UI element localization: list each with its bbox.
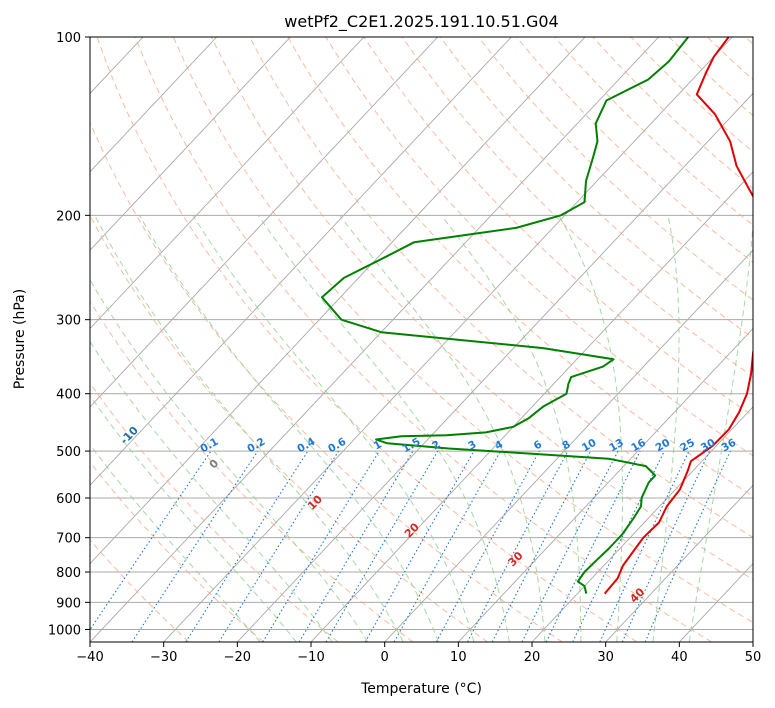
mixing-ratio-line — [621, 450, 711, 642]
x-tick-label: 50 — [745, 650, 762, 665]
x-axis-label: Temperature (°C) — [360, 681, 482, 697]
dry-adiabat-line — [96, 37, 638, 642]
x-tick-label: 0 — [381, 650, 389, 665]
dry-adiabat-line — [211, 37, 753, 581]
dry-adiabat-line — [90, 461, 264, 642]
isotherm-line — [90, 37, 439, 408]
mixing-ratio-line — [435, 450, 540, 642]
mixing-ratio-line — [90, 450, 212, 631]
y-tick-label: 200 — [56, 209, 81, 224]
dry-adiabat-line — [90, 121, 563, 642]
mixing-ratio-line — [545, 450, 641, 642]
moist-adiabat-line — [688, 219, 753, 642]
x-tick-label: 10 — [450, 650, 467, 665]
y-tick-label: 500 — [56, 445, 81, 460]
isotherm-line — [605, 484, 753, 642]
x-tick-label: 40 — [671, 650, 688, 665]
isotherm-line — [237, 92, 753, 642]
moist-adiabat-line — [339, 215, 546, 642]
dry-adiabat-line — [477, 37, 753, 301]
y-tick-label: 900 — [56, 596, 81, 611]
isotherm-line — [531, 406, 753, 642]
plot-frame — [89, 36, 754, 643]
x-tick-label: −20 — [224, 650, 251, 665]
dry-adiabat-line — [90, 539, 190, 642]
chart-title: wetPf2_C2E1.2025.191.10.51.G04 — [284, 12, 558, 32]
moist-adiabat-line — [558, 215, 623, 642]
isotherm-line — [310, 171, 753, 642]
y-tick-label: 700 — [56, 532, 81, 547]
isotherm-line — [90, 37, 586, 565]
dewpoint-profile-line — [321, 37, 689, 594]
x-tick-label: −30 — [150, 650, 177, 665]
dry-adiabat-line — [134, 37, 713, 642]
x-tick-label: 30 — [597, 650, 614, 665]
mixing-ratio-line — [131, 450, 259, 642]
isotherm-line — [90, 37, 365, 330]
mixing-ratio-line — [393, 450, 502, 642]
mixing-ratio-line — [644, 450, 731, 642]
y-tick-label: 100 — [56, 31, 81, 46]
isotherm-line — [90, 37, 660, 642]
moist-adiabat-line — [440, 215, 582, 642]
moist-adiabat-line — [90, 340, 333, 642]
moist-adiabat-line — [192, 215, 475, 642]
x-tick-label: 20 — [524, 650, 541, 665]
isotherm-line — [384, 249, 753, 642]
temperature-profile-line — [603, 37, 753, 595]
y-tick-label: 600 — [56, 492, 81, 507]
moist-adiabat-line — [94, 215, 404, 642]
y-axis-label: Pressure (hPa) — [12, 289, 28, 389]
mixing-ratio-line — [521, 450, 619, 642]
y-tick-label: 400 — [56, 388, 81, 403]
dry-adiabat-line — [172, 37, 753, 624]
mixing-ratio-line — [185, 450, 309, 642]
isotherm-line — [90, 37, 291, 251]
x-tick-label: −40 — [76, 650, 103, 665]
y-tick-label: 1000 — [48, 623, 81, 638]
y-tick-label: 300 — [56, 314, 81, 329]
isotherm-line — [458, 327, 753, 642]
isotherm-line — [90, 37, 218, 173]
dry-adiabat-line — [287, 37, 753, 497]
dry-adiabat-line — [249, 37, 753, 539]
dry-adiabat-line — [90, 300, 414, 642]
mixing-ratio-line — [262, 450, 380, 642]
moist-adiabat-line — [139, 215, 440, 642]
isotherm-line — [90, 37, 512, 486]
y-tick-label: 800 — [56, 566, 81, 581]
x-tick-label: −10 — [297, 650, 324, 665]
moist-adiabat-line — [90, 278, 369, 642]
moist-adiabat-line — [652, 215, 680, 642]
dry-adiabat-line — [90, 214, 488, 642]
